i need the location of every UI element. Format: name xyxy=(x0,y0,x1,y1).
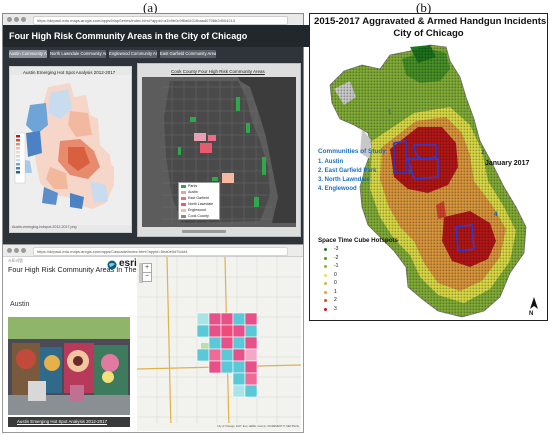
url-field[interactable]: https://depaul-edu.maps.arcgis.com/apps/… xyxy=(33,247,288,256)
legend-label: -3 xyxy=(334,246,339,252)
panel-label-b: (b) xyxy=(416,0,432,15)
legend-row-east-garfield: East Garfield xyxy=(181,196,209,200)
date-label: January 2017 xyxy=(485,160,530,167)
map-number-4: 4 xyxy=(494,212,498,218)
url-field[interactable]: https://depaul-edu.maps.arcgis.com/apps/… xyxy=(33,16,288,25)
map-number-3: 3 xyxy=(408,170,412,176)
communities-heading: Communities of Study xyxy=(318,148,386,155)
legend-row-cook-county: Cook County xyxy=(181,214,209,218)
community-north-lawndale: 3. North Lawndale xyxy=(318,177,370,183)
map-number-2: 2 xyxy=(481,150,485,156)
hotspot-figure: 2015-2017 Aggravated & Armed Handgun Inc… xyxy=(309,13,548,321)
cook-county-map-panel: Cook County Four High Risk Community Are… xyxy=(137,63,301,237)
section-title: Austin xyxy=(10,301,30,308)
legend-label: 0 xyxy=(334,280,337,286)
community-outlines xyxy=(393,140,475,252)
forward-icon[interactable] xyxy=(14,248,19,253)
tab-englewood[interactable]: Englewood Community Area xyxy=(109,50,157,58)
forward-icon[interactable] xyxy=(14,17,19,22)
legend-dot xyxy=(324,282,327,285)
hotspot-map-panel: Austin Emerging Hot Spot Analysis 2012-2… xyxy=(9,66,132,233)
hotspot-legend xyxy=(14,132,26,184)
legend-dot xyxy=(324,248,327,251)
legend-label: -1 xyxy=(334,263,339,269)
photo-caption[interactable]: Austin Emerging Hot Spot Analysis 2012-2… xyxy=(17,419,108,424)
community-austin: 1. Austin xyxy=(318,159,344,165)
left-map-title: Austin Emerging Hot Spot Analysis 2012-2… xyxy=(23,70,116,75)
legend-swatch xyxy=(181,202,186,206)
header-small-label: 스토리맵 xyxy=(8,258,23,263)
storymap-title: Four High Risk Community Areas in the Ci… xyxy=(3,25,309,47)
reload-icon[interactable] xyxy=(21,248,26,253)
legend-row-north-lawndale: North Lawndale xyxy=(181,202,213,206)
legend-swatch xyxy=(181,214,186,218)
tab-bar: Austin Community Area North Lawndale Com… xyxy=(3,47,303,61)
hotspot-legend-title: Space Time Cube Hotspots xyxy=(318,237,398,244)
right-map-title: Cook County Four High Risk Community Are… xyxy=(171,69,265,74)
legend-dot xyxy=(324,307,327,311)
legend-label: -2 xyxy=(334,254,339,261)
globe-icon xyxy=(107,260,117,270)
storymap-title: Four High Risk Community Areas In The Ci… xyxy=(8,265,188,274)
legend-dot xyxy=(324,265,327,268)
legend-dot xyxy=(324,256,327,260)
legend-label: 3 xyxy=(334,305,337,312)
browser-address-bar: https://depaul-edu.maps.arcgis.com/apps/… xyxy=(3,245,303,257)
legend-label: 0 xyxy=(334,271,337,278)
zoom-out-button[interactable]: − xyxy=(142,272,152,282)
north-arrow-icon xyxy=(530,297,538,309)
legend-swatch xyxy=(181,208,186,212)
panel-label-a: (a) xyxy=(143,0,158,15)
photo-caption-bar xyxy=(8,417,130,427)
austin-hotspot-map xyxy=(10,75,131,225)
legend-row-parks: Parks xyxy=(181,184,197,188)
legend-label: 1 xyxy=(334,288,337,295)
map-attribution: City of Chicago, DoIT, Esri, HERE, Garmi… xyxy=(217,425,299,428)
tab-austin[interactable]: Austin Community Area xyxy=(9,50,47,58)
reload-icon[interactable] xyxy=(21,17,26,22)
map-scrollbar[interactable] xyxy=(182,230,226,233)
map-number-1: 1 xyxy=(388,110,392,116)
tab-north-lawndale[interactable]: North Lawndale Community Area xyxy=(50,50,106,58)
cook-county-legend: Parks Austin East Garfield North Lawndal… xyxy=(178,182,220,220)
left-map-footer: Austin-emerging-hotspot-2012-2017.png xyxy=(12,225,77,229)
back-icon[interactable] xyxy=(7,17,12,22)
legend-row-englewood: Englewood xyxy=(181,208,206,212)
figure-title: 2015-2017 Aggravated & Armed Handgun Inc… xyxy=(314,16,547,27)
chicago-hotspot-map xyxy=(329,41,547,320)
legend-dot xyxy=(324,299,327,302)
hotspot-legend: -3 -2 -1 0 0 1 2 3 xyxy=(324,246,364,317)
tab-east-garfield[interactable]: East Garfield Community Area xyxy=(160,50,216,58)
mural-photo xyxy=(8,317,130,415)
community-east-garfield-park: 2. East Garfield Park xyxy=(318,168,377,174)
legend-dot xyxy=(324,290,327,294)
community-grid-map[interactable] xyxy=(137,257,301,431)
legend-swatch xyxy=(181,190,186,194)
north-label: N xyxy=(529,311,534,317)
legend-swatch xyxy=(181,196,186,200)
back-icon[interactable] xyxy=(7,248,12,253)
brand-label: esri xyxy=(119,258,137,269)
figure-subtitle: City of Chicago xyxy=(393,28,464,39)
legend-row-austin: Austin xyxy=(181,190,198,194)
storymap-bottom-screenshot: https://depaul-edu.maps.arcgis.com/apps/… xyxy=(2,244,304,433)
storymap-top-screenshot: https://depaul-edu.maps.arcgis.com/apps/… xyxy=(2,13,309,248)
legend-dot xyxy=(324,273,327,277)
legend-label: 2 xyxy=(334,297,337,303)
legend-swatch xyxy=(181,184,186,188)
community-englewood: 4. Englewood xyxy=(318,186,357,192)
